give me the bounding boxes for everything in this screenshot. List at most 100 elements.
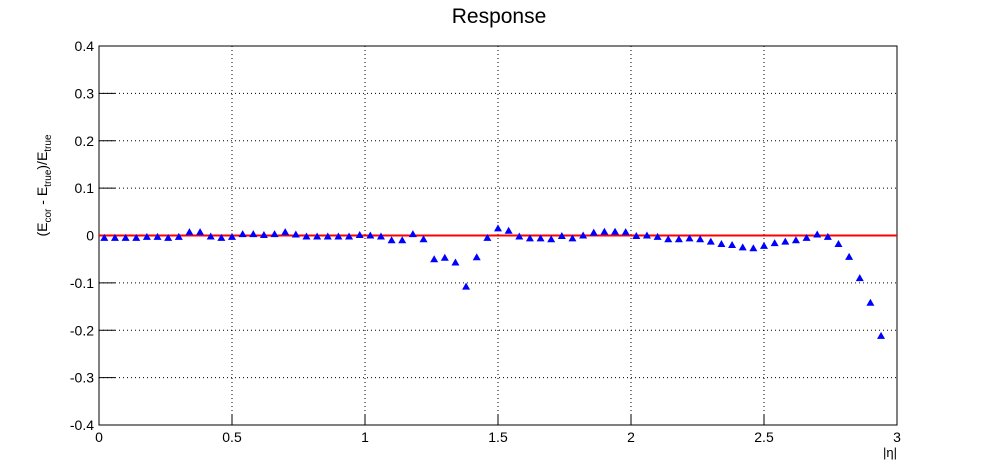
data-point: [217, 233, 226, 241]
data-point: [270, 230, 279, 238]
label-subscript: true: [43, 134, 54, 152]
data-point: [791, 236, 800, 244]
data-point: [664, 235, 673, 243]
y-tick-label: -0.4: [70, 417, 94, 433]
data-point: [845, 252, 854, 260]
data-point: [302, 232, 311, 240]
data-point: [206, 232, 215, 240]
data-point: [153, 232, 162, 240]
x-tick-label: 1: [361, 429, 369, 445]
x-tick-label: 3: [893, 429, 901, 445]
label-text: (E: [34, 223, 50, 237]
data-point: [174, 232, 183, 240]
data-point: [568, 234, 577, 242]
data-point: [770, 239, 779, 247]
data-point: [355, 231, 364, 239]
data-point: [877, 331, 886, 339]
label-text: - E: [34, 187, 50, 209]
data-point: [291, 230, 300, 238]
data-point: [281, 228, 290, 236]
y-tick-label: 0.4: [75, 38, 95, 54]
data-point: [366, 231, 375, 239]
data-point: [738, 243, 747, 251]
data-point: [525, 234, 534, 242]
data-point: [472, 253, 481, 261]
y-tick-label: 0.1: [75, 180, 95, 196]
data-point: [685, 234, 694, 242]
data-point: [866, 298, 875, 306]
data-point: [674, 235, 683, 243]
data-point: [451, 258, 460, 266]
x-tick-label: 0: [95, 429, 103, 445]
label-text: )/E: [34, 152, 50, 170]
data-point: [557, 231, 566, 239]
data-point: [813, 230, 822, 238]
data-point: [781, 237, 790, 245]
data-point: [579, 231, 588, 239]
data-point: [387, 236, 396, 244]
x-tick-label: 2: [627, 429, 635, 445]
y-tick-label: -0.2: [70, 322, 94, 338]
data-point: [185, 228, 194, 236]
data-point: [494, 224, 502, 232]
data-point: [164, 233, 173, 241]
data-point: [132, 233, 141, 241]
data-point: [653, 232, 662, 240]
data-point: [462, 282, 471, 290]
data-point: [196, 228, 205, 236]
data-point: [483, 233, 492, 241]
data-point: [313, 232, 322, 240]
data-point: [802, 233, 811, 241]
data-point: [547, 235, 556, 243]
data-point: [440, 253, 449, 261]
label-subscript: true: [43, 169, 54, 187]
y-tick-label: 0.3: [75, 85, 95, 101]
data-point: [419, 235, 428, 243]
x-tick-label: 2.5: [754, 429, 774, 445]
x-tick-label: 0.5: [222, 429, 242, 445]
data-point: [323, 232, 332, 240]
x-axis-label: |η|: [883, 445, 897, 460]
y-tick-label: 0: [86, 228, 94, 244]
data-point: [515, 232, 524, 240]
data-point: [259, 231, 268, 239]
data-point: [430, 255, 439, 263]
data-point: [376, 232, 385, 240]
data-point: [834, 240, 843, 248]
y-axis-label: (Ecor - Etrue)/Etrue: [34, 134, 54, 236]
data-point: [823, 232, 832, 240]
data-point: [249, 230, 258, 238]
data-point: [717, 240, 726, 248]
data-point: [110, 233, 119, 241]
data-point: [642, 231, 651, 239]
data-point: [621, 228, 630, 236]
y-tick-label: -0.3: [70, 370, 94, 386]
data-point: [611, 227, 620, 235]
y-tick-label: 0.2: [75, 133, 95, 149]
chart-title: Response: [452, 5, 547, 28]
data-point: [600, 227, 609, 235]
data-point: [142, 232, 151, 240]
data-point: [589, 228, 598, 236]
data-point: [398, 236, 407, 244]
data-point: [760, 241, 768, 249]
data-point: [228, 232, 236, 240]
data-point: [408, 230, 417, 238]
data-point: [749, 244, 758, 252]
data-point: [334, 232, 343, 240]
data-point: [632, 231, 641, 239]
data-point: [728, 240, 737, 248]
y-tick-label: -0.1: [70, 275, 94, 291]
data-point: [100, 233, 109, 241]
data-point: [121, 233, 130, 241]
x-tick-label: 1.5: [488, 429, 508, 445]
data-point: [706, 237, 715, 245]
data-point: [345, 232, 354, 240]
label-subscript: cor: [43, 208, 54, 223]
data-point: [238, 230, 247, 238]
data-point: [696, 235, 705, 243]
data-point: [536, 234, 545, 242]
data-point: [504, 226, 513, 234]
data-point: [855, 274, 864, 282]
